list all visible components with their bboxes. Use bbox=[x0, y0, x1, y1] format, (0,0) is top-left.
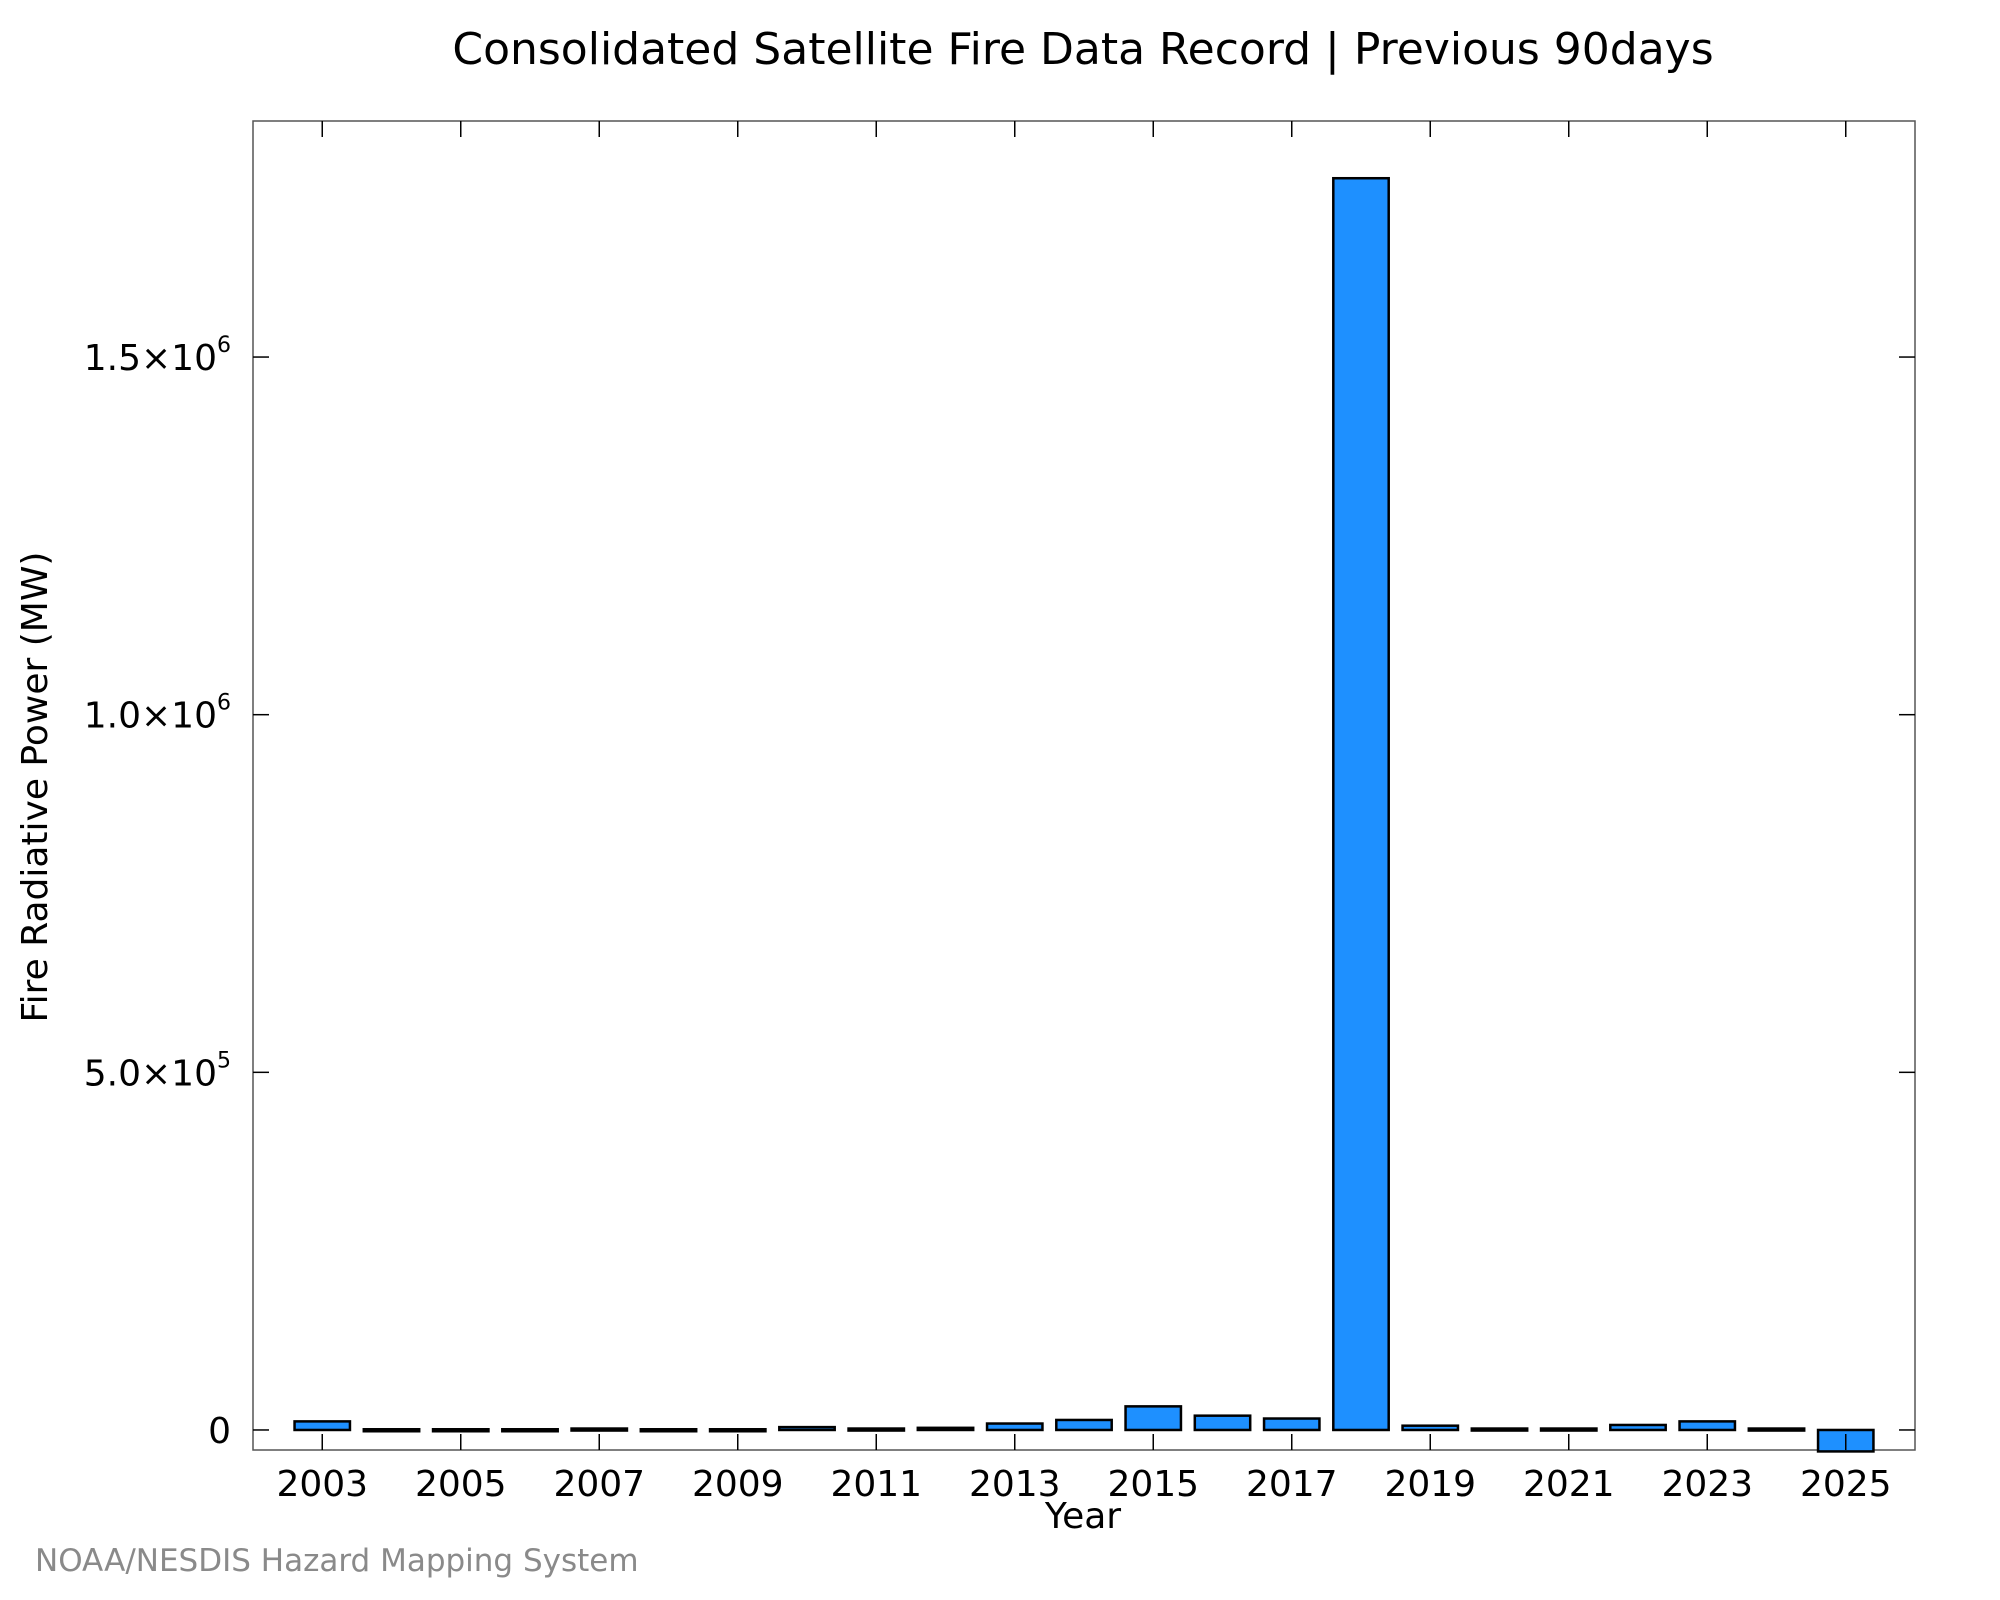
bar-2013 bbox=[985, 1422, 1044, 1432]
bar-2015 bbox=[1124, 1405, 1183, 1432]
bar-2024 bbox=[1747, 1427, 1806, 1432]
bar-2007 bbox=[570, 1427, 629, 1432]
bar-2014 bbox=[1055, 1418, 1113, 1432]
bar-2010 bbox=[778, 1425, 836, 1432]
x-tick-label-2013: 2013 bbox=[969, 1464, 1061, 1505]
x-tick-label-2007: 2007 bbox=[553, 1464, 645, 1505]
y-tick-label-500000: 5.0×105 bbox=[84, 1048, 231, 1094]
bar-2021 bbox=[1539, 1427, 1598, 1432]
bar-2012 bbox=[916, 1426, 975, 1432]
bar-2009 bbox=[708, 1428, 767, 1433]
y-tick-label-1500000: 1.5×106 bbox=[84, 333, 231, 379]
bar-2008 bbox=[639, 1428, 698, 1433]
plot-frame bbox=[252, 120, 1916, 1451]
plot-area: 2003 2005 2007 2009 2011 2013 2015 2017 2019 2021… bbox=[84, 120, 1916, 1505]
x-tick-label-2015: 2015 bbox=[1107, 1464, 1199, 1505]
y-tick-label-1000000: 1.0×106 bbox=[84, 691, 231, 737]
x-tick-label-2019: 2019 bbox=[1384, 1464, 1476, 1505]
bar-2017 bbox=[1262, 1417, 1321, 1432]
bar-2023 bbox=[1678, 1420, 1737, 1432]
bar-2016 bbox=[1193, 1414, 1252, 1432]
bar-2005 bbox=[431, 1428, 490, 1433]
bar-2020 bbox=[1470, 1427, 1529, 1432]
bar-2019 bbox=[1401, 1424, 1460, 1432]
x-tick-label-2023: 2023 bbox=[1661, 1464, 1753, 1505]
bar-2004 bbox=[362, 1428, 421, 1433]
bar-2006 bbox=[501, 1428, 559, 1433]
y-axis-label: Fire Radiative Power (MW) bbox=[15, 552, 56, 1023]
x-tick-label-2003: 2003 bbox=[276, 1464, 368, 1505]
x-tick-label-2009: 2009 bbox=[692, 1464, 784, 1505]
bar-2022 bbox=[1609, 1423, 1667, 1432]
x-tick-label-2025: 2025 bbox=[1800, 1464, 1892, 1505]
y-tick-label-0: 0 bbox=[208, 1411, 231, 1452]
bar-2011 bbox=[847, 1427, 906, 1432]
x-axis-label: Year bbox=[1044, 1496, 1121, 1537]
bar-2018 bbox=[1332, 176, 1390, 1432]
x-tick-label-2021: 2021 bbox=[1523, 1464, 1615, 1505]
x-tick-label-2011: 2011 bbox=[830, 1464, 922, 1505]
x-tick-label-2017: 2017 bbox=[1246, 1464, 1338, 1505]
chart-title: Consolidated Satellite Fire Data Record … bbox=[452, 24, 1713, 75]
bar-2003 bbox=[293, 1420, 352, 1432]
x-tick-label-2005: 2005 bbox=[415, 1464, 507, 1505]
credit-text: NOAA/NESDIS Hazard Mapping System bbox=[35, 1543, 639, 1579]
